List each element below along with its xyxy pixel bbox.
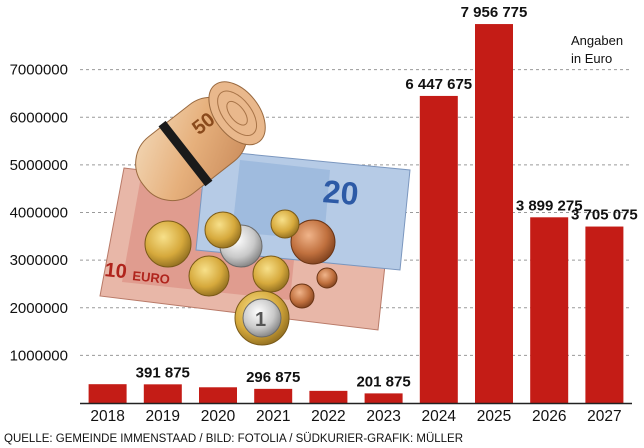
y-tick-label: 6000000 [10,109,68,126]
bar-2026 [530,217,569,403]
rolled-banknotes: 50 [135,81,266,202]
x-tick-label: 2021 [256,408,290,425]
y-axis-ticks: 1000000 2000000 3000000 4000000 5000000 60000… [10,62,68,365]
y-tick-label: 7000000 [10,62,68,79]
x-tick-label: 2023 [366,408,400,425]
svg-text:10: 10 [103,259,127,283]
y-tick-label: 1000000 [10,347,68,364]
coin [188,255,230,297]
source-credit: QUELLE: GEMEINDE IMMENSTAAD / BILD: FOTO… [4,433,463,445]
coin [270,209,300,239]
coin [316,267,338,289]
data-labels: 391 875 296 875 201 875 6 447 675 7 956 775 3… [136,4,638,390]
bar-2024 [419,95,458,404]
unit-note-line-1: Angaben [571,33,623,48]
x-tick-label: 2024 [422,408,457,425]
svg-text:EURO: EURO [132,268,171,287]
bar-2023 [364,393,403,403]
bar-2025 [475,24,513,403]
x-tick-label: 2018 [90,408,124,425]
bar-2020 [199,387,237,403]
x-axis-ticks: 2018 2019 2020 2021 2022 2023 2024 2025 2026 2027 [90,408,621,425]
coin [252,255,290,293]
euro-money-photo: 10 EURO 0 20 50 1 [99,81,411,346]
bar-2019 [143,384,182,403]
bars [88,24,624,404]
coin [144,220,192,268]
x-tick-label: 2026 [532,408,566,425]
bar-2022 [309,390,348,403]
x-tick-label: 2027 [587,408,621,425]
data-label: 391 875 [136,364,190,381]
x-tick-label: 2020 [201,408,236,425]
y-tick-label: 4000000 [10,205,68,222]
svg-text:1: 1 [255,309,266,331]
data-label: 3 899 275 [516,197,583,214]
bar-2027 [585,226,624,403]
coin [290,219,336,265]
coin [289,283,315,309]
data-label: 3 705 075 [571,207,638,224]
y-tick-label: 5000000 [10,157,68,174]
x-tick-label: 2022 [311,408,345,425]
data-label: 201 875 [356,373,410,390]
coin [204,211,242,249]
bar-2021 [254,388,293,403]
y-tick-label: 3000000 [10,252,68,269]
y-tick-label: 2000000 [10,300,68,317]
unit-note-line-2: in Euro [571,51,612,66]
svg-text:20: 20 [321,173,360,212]
x-tick-label: 2025 [477,408,511,425]
data-label: 6 447 675 [405,76,472,93]
bar-2018 [88,384,127,403]
data-label: 7 956 775 [461,4,528,21]
data-label: 296 875 [246,369,300,386]
x-tick-label: 2019 [146,408,180,425]
